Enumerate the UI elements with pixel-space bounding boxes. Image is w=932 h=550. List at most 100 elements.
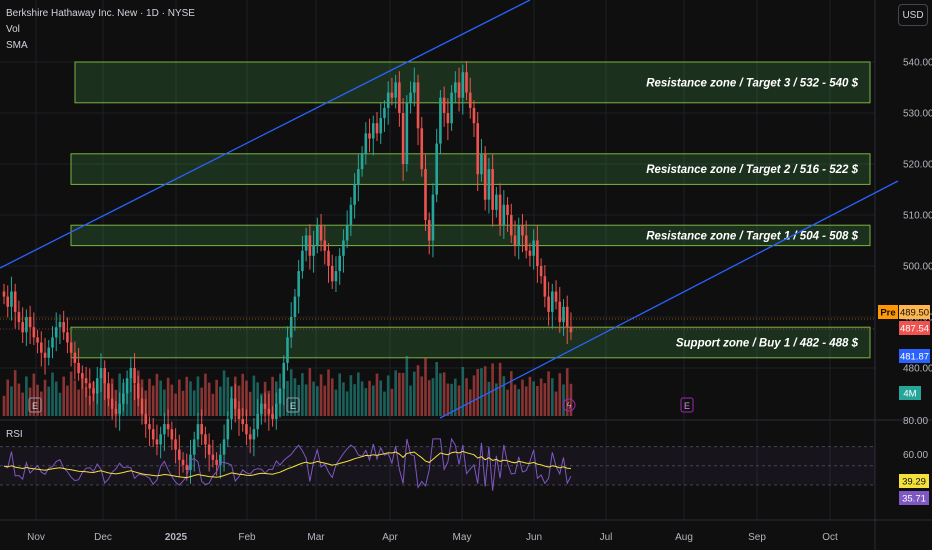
volume-bar	[476, 369, 480, 416]
candle-body	[36, 337, 39, 343]
volume-bar	[431, 378, 435, 416]
candle-body	[476, 123, 480, 175]
candle-body	[110, 398, 114, 409]
candle-body	[543, 276, 547, 297]
candle-body	[495, 194, 498, 210]
candle-body	[163, 424, 166, 435]
volume-bar	[32, 373, 36, 416]
candle-body	[316, 225, 319, 246]
candle-body	[286, 337, 289, 363]
candle-body	[562, 306, 565, 323]
candle-body	[409, 92, 412, 103]
price-tick-label: 530.00	[903, 109, 932, 120]
time-tick-label: Jun	[526, 532, 542, 543]
volume-bar	[252, 375, 256, 416]
price-tag-label: 481.87	[900, 352, 929, 363]
candle-body	[81, 373, 84, 379]
volume-bar	[192, 390, 196, 416]
candle-body	[413, 82, 416, 93]
zone-label: Support zone / Buy 1 / 482 - 488 $	[676, 338, 859, 350]
candle-body	[301, 250, 304, 272]
zone-box	[74, 61, 871, 104]
volume-bar	[342, 382, 345, 416]
candle-body	[219, 454, 222, 465]
volume-bar	[308, 368, 312, 416]
volume-bar	[226, 377, 230, 416]
candle-body	[394, 82, 397, 98]
volume-bar	[215, 379, 218, 416]
rsi-sma-tag	[899, 474, 929, 488]
candle-body	[51, 337, 54, 348]
candle-body	[151, 429, 155, 440]
volume-bar	[442, 372, 446, 416]
earnings-marker-label: E	[290, 401, 296, 411]
volume-bar	[204, 373, 207, 416]
candle-body	[248, 434, 252, 440]
volume-bar	[465, 378, 468, 416]
volume-bar	[148, 378, 151, 416]
volume-bar	[424, 358, 427, 416]
candle-body	[136, 383, 140, 399]
candle-body	[569, 327, 573, 333]
candle-body	[241, 419, 245, 425]
candle-body	[133, 368, 136, 384]
volume-bar	[211, 393, 215, 416]
volume-bar	[386, 375, 390, 416]
candle-body	[107, 383, 110, 399]
volume-bar	[222, 370, 226, 416]
candle-body	[532, 240, 535, 256]
volume-bar	[200, 387, 203, 416]
volume-bar	[532, 381, 535, 416]
candle-body	[122, 393, 125, 404]
volume-bar	[25, 376, 28, 416]
candle-body	[506, 204, 509, 215]
rsi-sma-line	[3, 450, 572, 479]
volume-tag-label: 4M	[903, 389, 916, 400]
volume-bar	[401, 373, 405, 416]
candle-body	[427, 220, 431, 241]
candle-body	[196, 424, 200, 440]
currency-button[interactable]: USD	[898, 4, 928, 26]
candle-body	[327, 250, 330, 266]
volume-bar	[81, 377, 84, 416]
time-tick-label: Oct	[822, 532, 838, 543]
candle-body	[498, 194, 502, 226]
volume-bar	[2, 395, 6, 416]
volume-bar	[36, 384, 39, 416]
candle-body	[390, 92, 394, 98]
volume-bar	[293, 378, 297, 416]
candle-body	[125, 378, 129, 394]
rsi-tick-label: 80.00	[903, 416, 928, 427]
volume-bar	[349, 375, 353, 416]
volume-bar	[84, 386, 88, 416]
volume-bar	[439, 373, 442, 416]
volume-bar	[398, 372, 401, 416]
volume-bar	[536, 386, 539, 416]
candle-body	[252, 429, 256, 440]
volume-bar	[390, 388, 394, 416]
dividend-marker	[562, 398, 576, 412]
volume-bar	[539, 378, 543, 416]
volume-tag	[899, 386, 921, 400]
candle-body	[491, 169, 494, 210]
candle-body	[289, 317, 293, 338]
price-tag	[899, 349, 930, 363]
candle-body	[521, 225, 524, 236]
candle-body	[398, 82, 401, 113]
candle-body	[312, 245, 315, 256]
candle-body	[282, 362, 286, 389]
volume-bar	[487, 381, 491, 416]
candle-body	[99, 368, 103, 379]
candle-body	[353, 184, 356, 205]
volume-bar	[551, 378, 554, 416]
dividend-icon: ϟ	[567, 401, 572, 411]
volume-bar	[219, 386, 222, 416]
volume-bar	[237, 385, 241, 416]
volume-bar	[170, 384, 174, 416]
candle-body	[278, 388, 282, 404]
candle-body	[551, 291, 554, 312]
time-tick-label: Jul	[600, 532, 613, 543]
candle-body	[401, 113, 405, 164]
candle-body	[547, 296, 550, 312]
